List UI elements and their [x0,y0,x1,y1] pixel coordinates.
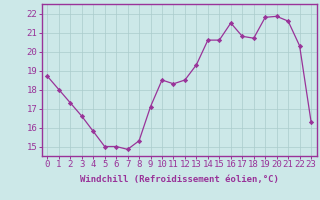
X-axis label: Windchill (Refroidissement éolien,°C): Windchill (Refroidissement éolien,°C) [80,175,279,184]
